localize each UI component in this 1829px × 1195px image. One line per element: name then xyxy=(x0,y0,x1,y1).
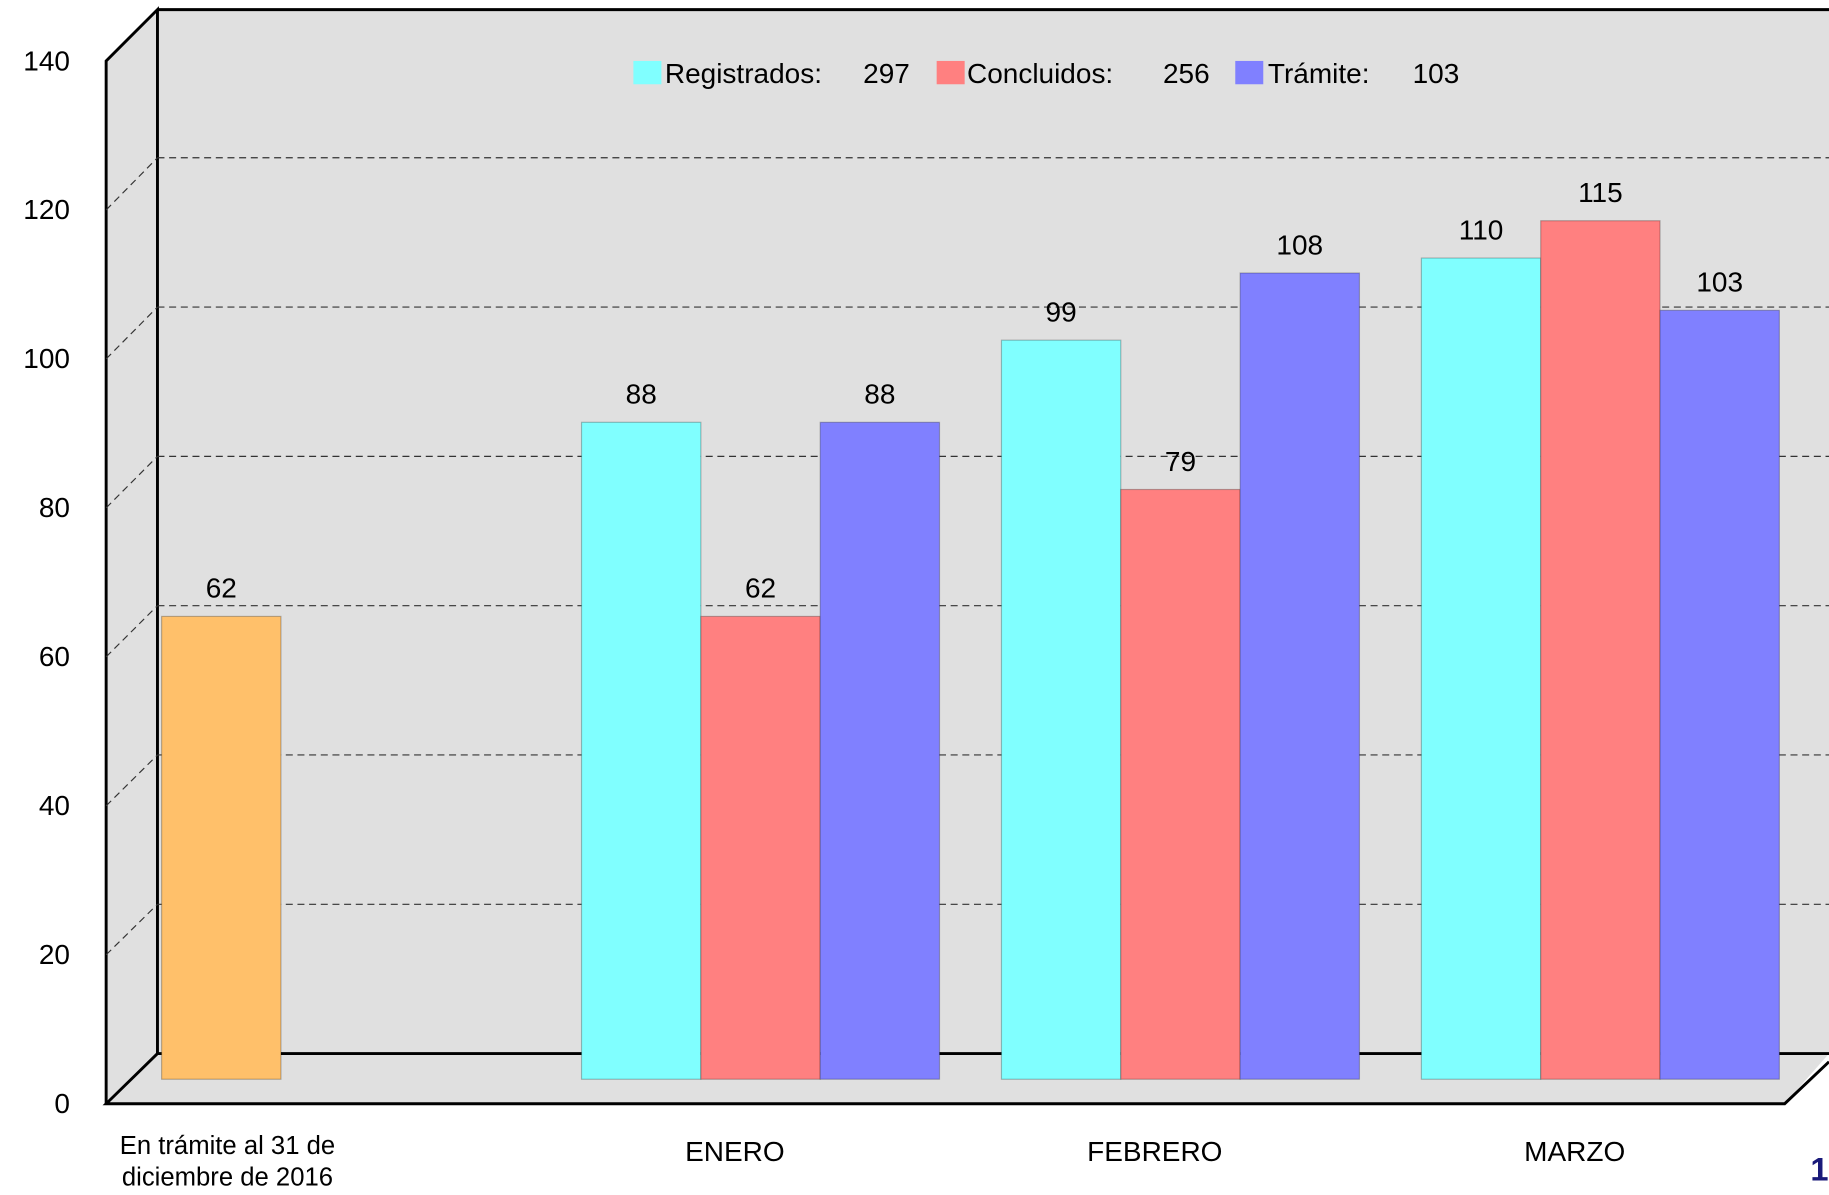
legend-swatch xyxy=(1235,60,1264,85)
legend-swatch xyxy=(633,60,662,85)
bar xyxy=(819,421,941,1080)
data-label: 62 xyxy=(745,573,776,604)
y-tick-label: 40 xyxy=(39,790,70,821)
legend-label: Concluidos: xyxy=(967,58,1113,89)
data-label: 110 xyxy=(1459,214,1504,245)
bar xyxy=(1000,339,1122,1080)
bar xyxy=(1540,220,1661,1080)
grid-line-side xyxy=(105,455,158,509)
floor-edge xyxy=(102,1052,1829,1106)
data-label: 62 xyxy=(206,573,237,604)
data-label: 88 xyxy=(626,379,657,410)
legend-label: Registrados: xyxy=(665,58,822,89)
bar xyxy=(1659,309,1780,1080)
data-label: 108 xyxy=(1276,229,1323,260)
bar xyxy=(161,615,282,1080)
y-tick-label: 20 xyxy=(39,939,70,970)
grid-line-side xyxy=(105,306,158,360)
x-tick-label: FEBRERO xyxy=(1087,1136,1222,1167)
legend-label: Trámite: xyxy=(1268,58,1370,89)
bar xyxy=(1239,272,1361,1080)
y-tick-label: 80 xyxy=(39,492,70,523)
grid-line-side xyxy=(105,903,158,956)
grid-line-side xyxy=(105,157,158,211)
bar xyxy=(1420,257,1542,1080)
page-number: 1 xyxy=(1810,1151,1828,1188)
x-tick-label: MARZO xyxy=(1524,1136,1625,1167)
grid-line-side xyxy=(105,754,158,807)
legend-total: 256 xyxy=(1163,58,1210,89)
grid-line-side xyxy=(105,605,158,658)
y-tick-label: 100 xyxy=(23,343,70,374)
data-label: 88 xyxy=(864,379,895,410)
bar xyxy=(1120,488,1241,1080)
data-label: 99 xyxy=(1046,297,1077,328)
data-label: 115 xyxy=(1578,177,1623,208)
bar xyxy=(580,421,702,1080)
plot-area xyxy=(106,9,1829,1104)
x-tick-label: En trámite al 31 de diciembre de 2016 xyxy=(119,1130,336,1192)
y-tick-label: 0 xyxy=(54,1088,70,1119)
legend-swatch xyxy=(936,60,965,85)
legend-total: 103 xyxy=(1413,58,1460,89)
bar xyxy=(700,615,821,1080)
y-tick-label: 60 xyxy=(39,641,70,672)
data-label: 103 xyxy=(1696,267,1743,298)
legend-total: 297 xyxy=(863,58,910,89)
y-tick-label: 140 xyxy=(23,45,70,76)
y-tick-label: 120 xyxy=(23,194,70,225)
x-tick-label: ENERO xyxy=(685,1136,785,1167)
data-label: 79 xyxy=(1165,446,1196,477)
x-tick-label-box: En trámite al 31 de diciembre de 2016 xyxy=(119,1130,336,1192)
